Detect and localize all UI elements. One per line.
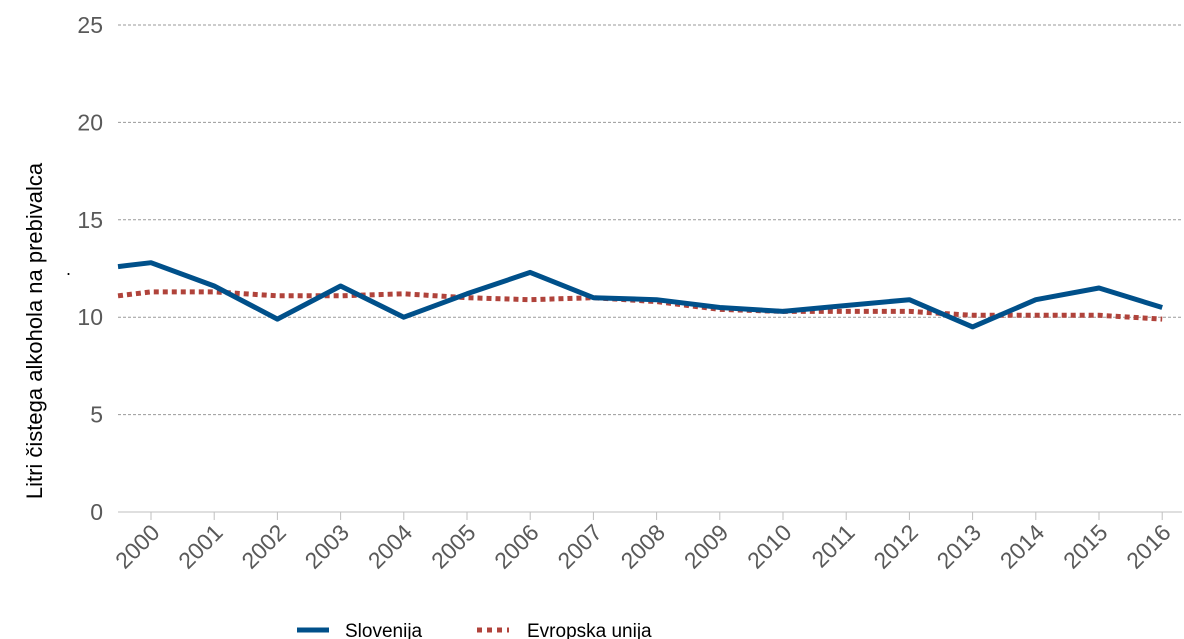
series-lines [117,260,1163,330]
x-tick-label: 2000 [110,519,165,574]
x-tick-label: 2004 [363,519,418,574]
x-tick-label: 2015 [1058,519,1113,574]
x-tick-label: 2008 [616,519,671,574]
x-tick-label: 2002 [236,519,291,574]
x-tick-label: 2012 [868,519,923,574]
y-tick-label: 10 [77,304,103,330]
y-tick-label: 15 [77,207,103,233]
stray-dot: . [66,259,71,279]
x-tick-label: 2003 [300,519,355,574]
legend: Slovenija Evropska unija [297,621,652,639]
x-tick-label: 2006 [489,519,544,574]
x-tick-label: 2009 [679,519,734,574]
legend-label: Slovenija [345,621,423,639]
x-tick-label: 2005 [426,519,481,574]
y-tick-labels: 0 5 10 15 20 25 [77,12,103,525]
legend-item: Slovenija [297,621,423,639]
x-tick-label: 2010 [742,519,797,574]
x-tick-label: 2014 [995,519,1050,574]
y-tick-label: 0 [90,499,103,525]
legend-item: Evropska unija [477,621,652,639]
legend-label: Evropska unija [527,621,652,639]
x-tick-label: 2016 [1121,519,1176,574]
y-tick-label: 5 [90,402,103,428]
y-tick-label: 25 [77,12,103,38]
x-axis [118,511,1182,520]
gridlines [118,24,1182,416]
x-tick-label: 2007 [552,519,607,574]
y-tick-label: 20 [77,109,103,135]
y-axis-label: Litri čistega alkohola na prebivalca [22,162,47,499]
x-tick-label: 2011 [806,519,859,572]
x-tick-label: 2001 [173,519,228,574]
x-tick-label: 2013 [932,519,987,574]
series-line-slovenija [117,260,1163,330]
x-tick-labels: 2000 2001 2002 2003 2004 2005 2006 2007 2008 2009… [110,519,1176,574]
